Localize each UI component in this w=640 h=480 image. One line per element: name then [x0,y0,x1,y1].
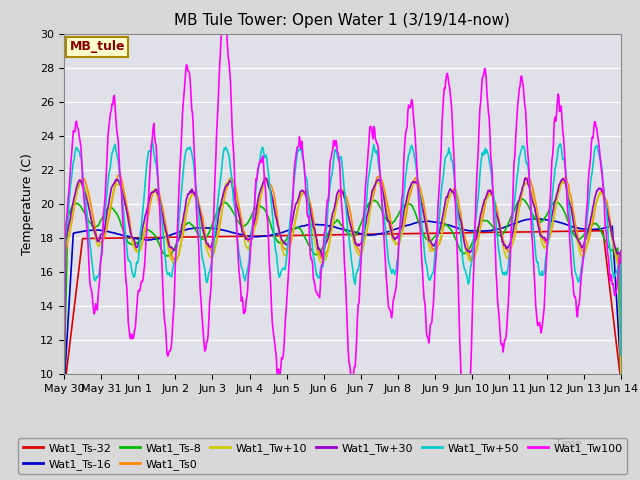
Wat1_Tw+50 [70,157,78,163]
Wat1_Ts0 [116,172,124,178]
Wat1_Ts-16 [426,218,434,224]
Wat1_Tw+50 [411,156,419,162]
Wat1_Ts-16 [184,226,192,232]
Wat1_Tw+50 [214,197,222,203]
Wat1_Tw100 [428,321,435,326]
Line: Wat1_Tw+30: Wat1_Tw+30 [64,178,621,394]
Text: Time: Time [555,439,582,449]
Legend: Wat1_Ts-32, Wat1_Ts-16, Wat1_Ts-8, Wat1_Ts0, Wat1_Tw+10, Wat1_Tw+30, Wat1_Tw+50,: Wat1_Ts-32, Wat1_Ts-16, Wat1_Ts-8, Wat1_… [19,438,627,474]
Wat1_Tw+30 [60,391,68,397]
Wat1_Ts-32 [426,230,434,236]
Wat1_Tw+30 [428,240,435,246]
Wat1_Tw+10 [184,202,192,207]
Wat1_Ts-16 [70,230,78,236]
Wat1_Ts-8 [127,241,135,247]
Wat1_Tw+50 [127,265,135,271]
Wat1_Ts-16 [127,235,135,240]
Wat1_Tw100 [617,248,625,253]
Wat1_Ts-32 [617,378,625,384]
Wat1_Ts-32 [70,306,78,312]
Line: Wat1_Tw100: Wat1_Tw100 [64,17,621,476]
Wat1_Ts0 [60,367,68,372]
Wat1_Tw100 [220,14,227,20]
Wat1_Ts-8 [214,208,221,214]
Title: MB Tule Tower: Open Water 1 (3/19/14-now): MB Tule Tower: Open Water 1 (3/19/14-now… [175,13,510,28]
Text: MB_tule: MB_tule [70,40,125,53]
Wat1_Ts-32 [214,234,221,240]
Wat1_Tw+50 [428,274,435,279]
Wat1_Ts-8 [70,202,78,207]
Wat1_Tw100 [411,127,419,133]
Wat1_Tw+10 [214,230,221,236]
Wat1_Ts-32 [599,228,607,234]
Line: Wat1_Ts-32: Wat1_Ts-32 [64,231,621,392]
Wat1_Tw100 [214,116,221,122]
Wat1_Ts-8 [410,207,418,213]
Wat1_Tw+50 [185,146,193,152]
Wat1_Ts-32 [127,235,135,241]
Wat1_Tw+50 [60,347,68,353]
Wat1_Ts-32 [410,231,418,237]
Wat1_Ts-16 [60,386,68,392]
Wat1_Tw+10 [411,179,419,184]
Wat1_Ts-8 [60,381,68,386]
Wat1_Tw100 [461,473,469,479]
Wat1_Ts-32 [60,389,68,395]
Wat1_Ts0 [128,236,136,242]
Wat1_Ts0 [411,176,419,181]
Wat1_Tw+30 [127,233,135,239]
Wat1_Tw+10 [127,235,135,240]
Wat1_Tw+50 [148,139,156,145]
Wat1_Ts0 [185,200,193,206]
Wat1_Tw+30 [214,222,221,228]
Wat1_Tw+30 [70,195,78,201]
Wat1_Tw+30 [184,191,192,197]
Wat1_Ts-8 [426,238,434,243]
Wat1_Tw+50 [617,352,625,358]
Wat1_Ts0 [70,206,78,212]
Wat1_Tw+10 [617,372,625,378]
Wat1_Tw+10 [428,248,435,254]
Wat1_Tw+10 [60,366,68,372]
Wat1_Tw+10 [262,177,269,182]
Line: Wat1_Ts-16: Wat1_Ts-16 [64,219,621,389]
Y-axis label: Temperature (C): Temperature (C) [22,153,35,255]
Wat1_Ts-16 [617,369,625,374]
Line: Wat1_Tw+10: Wat1_Tw+10 [64,180,621,375]
Wat1_Tw100 [60,391,68,396]
Wat1_Tw+30 [411,180,419,186]
Wat1_Tw100 [127,331,135,337]
Wat1_Ts-8 [518,196,526,202]
Wat1_Tw100 [70,129,78,135]
Wat1_Tw+30 [617,322,625,328]
Wat1_Ts-32 [184,234,192,240]
Line: Wat1_Tw+50: Wat1_Tw+50 [64,142,621,355]
Line: Wat1_Ts-8: Wat1_Ts-8 [64,199,621,384]
Wat1_Tw100 [184,68,192,73]
Wat1_Tw+30 [262,175,269,181]
Wat1_Ts-16 [410,221,418,227]
Wat1_Ts0 [617,372,625,377]
Wat1_Ts-16 [214,226,221,232]
Wat1_Tw+10 [70,202,78,208]
Wat1_Ts-8 [617,363,625,369]
Line: Wat1_Ts0: Wat1_Ts0 [64,175,621,374]
Wat1_Ts-8 [184,220,192,226]
Wat1_Ts0 [428,241,435,247]
Wat1_Ts0 [214,232,222,238]
Wat1_Ts-16 [531,216,539,222]
